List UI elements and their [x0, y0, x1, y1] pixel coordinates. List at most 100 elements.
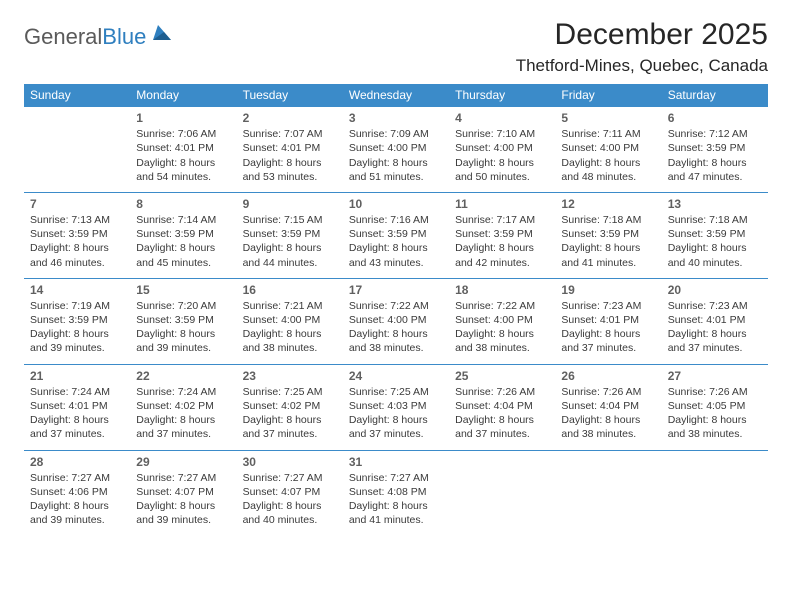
sunset-line: Sunset: 4:08 PM: [349, 485, 443, 499]
day-number: 31: [349, 454, 443, 470]
calendar-day-cell: 15Sunrise: 7:20 AMSunset: 3:59 PMDayligh…: [130, 278, 236, 364]
calendar-day-cell: 20Sunrise: 7:23 AMSunset: 4:01 PMDayligh…: [662, 278, 768, 364]
weekday-header: Wednesday: [343, 84, 449, 107]
calendar-week-row: 14Sunrise: 7:19 AMSunset: 3:59 PMDayligh…: [24, 278, 768, 364]
sunset-line: Sunset: 3:59 PM: [136, 227, 230, 241]
calendar-day-cell: 13Sunrise: 7:18 AMSunset: 3:59 PMDayligh…: [662, 192, 768, 278]
day-number: 23: [243, 368, 337, 384]
sunrise-line: Sunrise: 7:13 AM: [30, 213, 124, 227]
daylight-line: Daylight: 8 hours and 41 minutes.: [349, 499, 443, 527]
sunset-line: Sunset: 4:02 PM: [136, 399, 230, 413]
day-number: 3: [349, 110, 443, 126]
sunset-line: Sunset: 4:00 PM: [455, 313, 549, 327]
calendar-day-cell: 23Sunrise: 7:25 AMSunset: 4:02 PMDayligh…: [237, 364, 343, 450]
daylight-line: Daylight: 8 hours and 37 minutes.: [30, 413, 124, 441]
calendar-day-cell: 6Sunrise: 7:12 AMSunset: 3:59 PMDaylight…: [662, 107, 768, 193]
sunrise-line: Sunrise: 7:24 AM: [136, 385, 230, 399]
sunset-line: Sunset: 4:05 PM: [668, 399, 762, 413]
calendar-day-cell: 8Sunrise: 7:14 AMSunset: 3:59 PMDaylight…: [130, 192, 236, 278]
calendar-week-row: 1Sunrise: 7:06 AMSunset: 4:01 PMDaylight…: [24, 107, 768, 193]
day-number: 27: [668, 368, 762, 384]
sunrise-line: Sunrise: 7:24 AM: [30, 385, 124, 399]
day-number: 13: [668, 196, 762, 212]
location-label: Thetford-Mines, Quebec, Canada: [516, 56, 768, 76]
daylight-line: Daylight: 8 hours and 37 minutes.: [668, 327, 762, 355]
brand-logo: GeneralBlue: [24, 18, 174, 50]
sunrise-line: Sunrise: 7:26 AM: [668, 385, 762, 399]
daylight-line: Daylight: 8 hours and 51 minutes.: [349, 156, 443, 184]
sunrise-line: Sunrise: 7:22 AM: [455, 299, 549, 313]
day-number: 17: [349, 282, 443, 298]
sunrise-line: Sunrise: 7:11 AM: [561, 127, 655, 141]
calendar-table: SundayMondayTuesdayWednesdayThursdayFrid…: [24, 84, 768, 535]
sunset-line: Sunset: 4:00 PM: [349, 141, 443, 155]
sunrise-line: Sunrise: 7:27 AM: [30, 471, 124, 485]
sunrise-line: Sunrise: 7:14 AM: [136, 213, 230, 227]
daylight-line: Daylight: 8 hours and 37 minutes.: [136, 413, 230, 441]
day-number: 21: [30, 368, 124, 384]
sunrise-line: Sunrise: 7:20 AM: [136, 299, 230, 313]
sunset-line: Sunset: 4:04 PM: [455, 399, 549, 413]
calendar-day-cell: 9Sunrise: 7:15 AMSunset: 3:59 PMDaylight…: [237, 192, 343, 278]
daylight-line: Daylight: 8 hours and 37 minutes.: [561, 327, 655, 355]
sunset-line: Sunset: 4:01 PM: [561, 313, 655, 327]
sail-icon: [150, 23, 174, 49]
calendar-day-cell: 21Sunrise: 7:24 AMSunset: 4:01 PMDayligh…: [24, 364, 130, 450]
calendar-day-cell: 16Sunrise: 7:21 AMSunset: 4:00 PMDayligh…: [237, 278, 343, 364]
sunrise-line: Sunrise: 7:18 AM: [561, 213, 655, 227]
sunrise-line: Sunrise: 7:26 AM: [561, 385, 655, 399]
brand-text-2: Blue: [102, 24, 146, 50]
daylight-line: Daylight: 8 hours and 38 minutes.: [561, 413, 655, 441]
sunset-line: Sunset: 3:59 PM: [243, 227, 337, 241]
sunrise-line: Sunrise: 7:06 AM: [136, 127, 230, 141]
day-number: 11: [455, 196, 549, 212]
sunset-line: Sunset: 4:07 PM: [136, 485, 230, 499]
sunset-line: Sunset: 4:00 PM: [561, 141, 655, 155]
calendar-day-cell: [555, 450, 661, 535]
daylight-line: Daylight: 8 hours and 40 minutes.: [668, 241, 762, 269]
daylight-line: Daylight: 8 hours and 37 minutes.: [455, 413, 549, 441]
day-number: 2: [243, 110, 337, 126]
calendar-day-cell: [24, 107, 130, 193]
sunset-line: Sunset: 4:01 PM: [668, 313, 762, 327]
weekday-header: Sunday: [24, 84, 130, 107]
calendar-week-row: 21Sunrise: 7:24 AMSunset: 4:01 PMDayligh…: [24, 364, 768, 450]
weekday-header: Friday: [555, 84, 661, 107]
daylight-line: Daylight: 8 hours and 39 minutes.: [30, 499, 124, 527]
day-number: 5: [561, 110, 655, 126]
calendar-header: SundayMondayTuesdayWednesdayThursdayFrid…: [24, 84, 768, 107]
day-number: 10: [349, 196, 443, 212]
sunrise-line: Sunrise: 7:23 AM: [561, 299, 655, 313]
calendar-day-cell: 19Sunrise: 7:23 AMSunset: 4:01 PMDayligh…: [555, 278, 661, 364]
sunrise-line: Sunrise: 7:07 AM: [243, 127, 337, 141]
day-number: 26: [561, 368, 655, 384]
day-number: 4: [455, 110, 549, 126]
calendar-day-cell: 30Sunrise: 7:27 AMSunset: 4:07 PMDayligh…: [237, 450, 343, 535]
sunset-line: Sunset: 3:59 PM: [30, 227, 124, 241]
sunrise-line: Sunrise: 7:10 AM: [455, 127, 549, 141]
sunset-line: Sunset: 3:59 PM: [349, 227, 443, 241]
day-number: 24: [349, 368, 443, 384]
calendar-week-row: 7Sunrise: 7:13 AMSunset: 3:59 PMDaylight…: [24, 192, 768, 278]
calendar-day-cell: 25Sunrise: 7:26 AMSunset: 4:04 PMDayligh…: [449, 364, 555, 450]
sunrise-line: Sunrise: 7:27 AM: [136, 471, 230, 485]
calendar-day-cell: 28Sunrise: 7:27 AMSunset: 4:06 PMDayligh…: [24, 450, 130, 535]
calendar-day-cell: 14Sunrise: 7:19 AMSunset: 3:59 PMDayligh…: [24, 278, 130, 364]
daylight-line: Daylight: 8 hours and 39 minutes.: [136, 499, 230, 527]
calendar-day-cell: 11Sunrise: 7:17 AMSunset: 3:59 PMDayligh…: [449, 192, 555, 278]
calendar-day-cell: 1Sunrise: 7:06 AMSunset: 4:01 PMDaylight…: [130, 107, 236, 193]
sunset-line: Sunset: 4:03 PM: [349, 399, 443, 413]
sunrise-line: Sunrise: 7:25 AM: [243, 385, 337, 399]
title-block: December 2025 Thetford-Mines, Quebec, Ca…: [516, 18, 768, 76]
calendar-day-cell: 7Sunrise: 7:13 AMSunset: 3:59 PMDaylight…: [24, 192, 130, 278]
calendar-day-cell: 17Sunrise: 7:22 AMSunset: 4:00 PMDayligh…: [343, 278, 449, 364]
sunset-line: Sunset: 3:59 PM: [668, 141, 762, 155]
sunrise-line: Sunrise: 7:17 AM: [455, 213, 549, 227]
day-number: 30: [243, 454, 337, 470]
calendar-day-cell: 29Sunrise: 7:27 AMSunset: 4:07 PMDayligh…: [130, 450, 236, 535]
day-number: 6: [668, 110, 762, 126]
calendar-day-cell: 4Sunrise: 7:10 AMSunset: 4:00 PMDaylight…: [449, 107, 555, 193]
day-number: 7: [30, 196, 124, 212]
daylight-line: Daylight: 8 hours and 48 minutes.: [561, 156, 655, 184]
weekday-header: Saturday: [662, 84, 768, 107]
